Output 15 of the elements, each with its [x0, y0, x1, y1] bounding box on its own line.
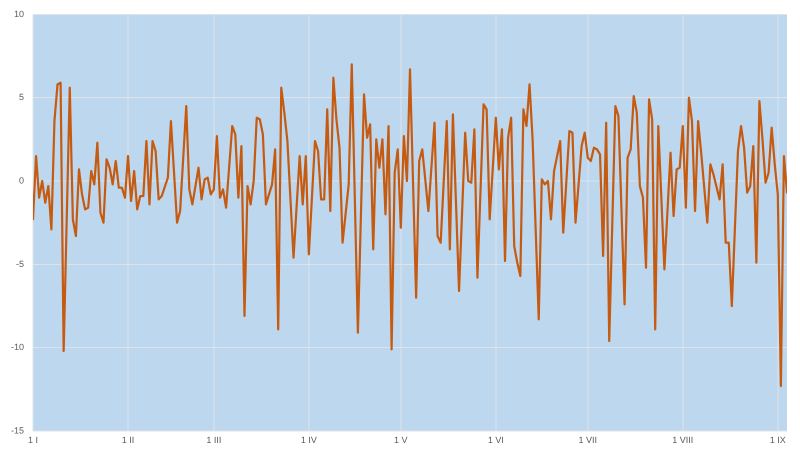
y-tick-label: -5 [16, 258, 24, 269]
x-tick-label: 1 IV [300, 434, 317, 445]
x-tick-label: 1 VIII [672, 434, 694, 445]
y-tick-label: 5 [18, 92, 24, 102]
x-tick-label: 1 VII [578, 434, 598, 445]
x-tick-label: 1 V [394, 434, 408, 445]
x-tick-label: 1 I [28, 434, 38, 445]
x-tick-label: 1 II [122, 434, 134, 445]
x-tick-label: 1 IX [770, 434, 786, 445]
y-tick-label: 10 [14, 8, 24, 19]
y-tick-label: 0 [18, 176, 24, 186]
x-tick-label: 1 VI [488, 434, 504, 445]
y-tick-label: -10 [10, 342, 24, 352]
y-tick-label: -15 [10, 425, 24, 436]
x-tick-label: 1 III [206, 434, 222, 445]
